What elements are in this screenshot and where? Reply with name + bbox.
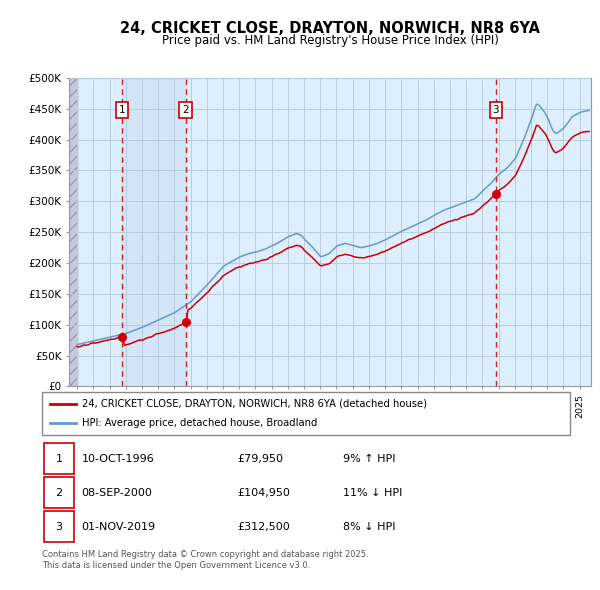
Text: 8% ↓ HPI: 8% ↓ HPI — [343, 522, 395, 532]
24, CRICKET CLOSE, DRAYTON, NORWICH, NR8 6YA (detached house) — [454, 216, 461, 223]
24, CRICKET CLOSE, DRAYTON, NORWICH, NR8 6YA (detached house) — [534, 122, 541, 129]
HPI: Average price, detached house, Broadland: (2.01e+03, 2.26e+05): Average price, detached house, Broadland… — [356, 244, 363, 251]
Text: 01-NOV-2019: 01-NOV-2019 — [82, 522, 156, 532]
HPI: Average price, detached house, Broadland: (2.01e+03, 2.34e+05): Average price, detached house, Broadland… — [377, 238, 385, 245]
Text: 24, CRICKET CLOSE, DRAYTON, NORWICH, NR8 6YA (detached house): 24, CRICKET CLOSE, DRAYTON, NORWICH, NR8… — [82, 399, 427, 409]
HPI: Average price, detached house, Broadland: (2e+03, 1.15e+05): Average price, detached house, Broadland… — [166, 312, 173, 319]
Text: 1: 1 — [55, 454, 62, 464]
Text: 10-OCT-1996: 10-OCT-1996 — [82, 454, 154, 464]
Text: 2: 2 — [55, 488, 62, 497]
Text: 08-SEP-2000: 08-SEP-2000 — [82, 488, 152, 497]
Text: 2: 2 — [182, 105, 189, 115]
Text: This data is licensed under the Open Government Licence v3.0.: This data is licensed under the Open Gov… — [42, 560, 310, 569]
Text: 11% ↓ HPI: 11% ↓ HPI — [343, 488, 403, 497]
HPI: Average price, detached house, Broadland: (2.02e+03, 2.93e+05): Average price, detached house, Broadland… — [453, 202, 460, 209]
Text: 3: 3 — [55, 522, 62, 532]
Text: 3: 3 — [493, 105, 499, 115]
FancyBboxPatch shape — [42, 392, 570, 435]
24, CRICKET CLOSE, DRAYTON, NORWICH, NR8 6YA (detached house) — [586, 128, 593, 135]
Text: 1: 1 — [119, 105, 125, 115]
Text: £104,950: £104,950 — [238, 488, 290, 497]
FancyBboxPatch shape — [44, 443, 74, 474]
24, CRICKET CLOSE, DRAYTON, NORWICH, NR8 6YA (detached house) — [74, 343, 81, 350]
24, CRICKET CLOSE, DRAYTON, NORWICH, NR8 6YA (detached house) — [167, 326, 174, 333]
24, CRICKET CLOSE, DRAYTON, NORWICH, NR8 6YA (detached house) — [357, 254, 364, 261]
Text: £312,500: £312,500 — [238, 522, 290, 532]
Line: 24, CRICKET CLOSE, DRAYTON, NORWICH, NR8 6YA (detached house): 24, CRICKET CLOSE, DRAYTON, NORWICH, NR8… — [77, 126, 589, 347]
Text: 9% ↑ HPI: 9% ↑ HPI — [343, 454, 395, 464]
HPI: Average price, detached house, Broadland: (2.03e+03, 4.47e+05): Average price, detached house, Broadland… — [586, 107, 593, 114]
Text: Contains HM Land Registry data © Crown copyright and database right 2025.: Contains HM Land Registry data © Crown c… — [42, 550, 368, 559]
HPI: Average price, detached house, Broadland: (2.01e+03, 2.37e+05): Average price, detached house, Broadland… — [302, 237, 309, 244]
Text: Price paid vs. HM Land Registry's House Price Index (HPI): Price paid vs. HM Land Registry's House … — [161, 34, 499, 47]
Bar — [69, 78, 78, 386]
Text: £79,950: £79,950 — [238, 454, 283, 464]
24, CRICKET CLOSE, DRAYTON, NORWICH, NR8 6YA (detached house) — [303, 249, 310, 256]
Line: HPI: Average price, detached house, Broadland: HPI: Average price, detached house, Broa… — [77, 104, 589, 345]
Text: HPI: Average price, detached house, Broadland: HPI: Average price, detached house, Broa… — [82, 418, 317, 428]
FancyBboxPatch shape — [44, 511, 74, 542]
24, CRICKET CLOSE, DRAYTON, NORWICH, NR8 6YA (detached house) — [467, 211, 474, 218]
HPI: Average price, detached house, Broadland: (1.99e+03, 6.8e+04): Average price, detached house, Broadland… — [74, 341, 81, 348]
HPI: Average price, detached house, Broadland: (2.02e+03, 4.57e+05): Average price, detached house, Broadland… — [534, 100, 541, 107]
Bar — [122, 78, 185, 386]
24, CRICKET CLOSE, DRAYTON, NORWICH, NR8 6YA (detached house) — [379, 248, 386, 255]
Text: 24, CRICKET CLOSE, DRAYTON, NORWICH, NR8 6YA: 24, CRICKET CLOSE, DRAYTON, NORWICH, NR8… — [120, 21, 540, 35]
HPI: Average price, detached house, Broadland: (2.02e+03, 3.01e+05): Average price, detached house, Broadland… — [465, 198, 472, 205]
24, CRICKET CLOSE, DRAYTON, NORWICH, NR8 6YA (detached house) — [75, 343, 82, 350]
FancyBboxPatch shape — [44, 477, 74, 508]
